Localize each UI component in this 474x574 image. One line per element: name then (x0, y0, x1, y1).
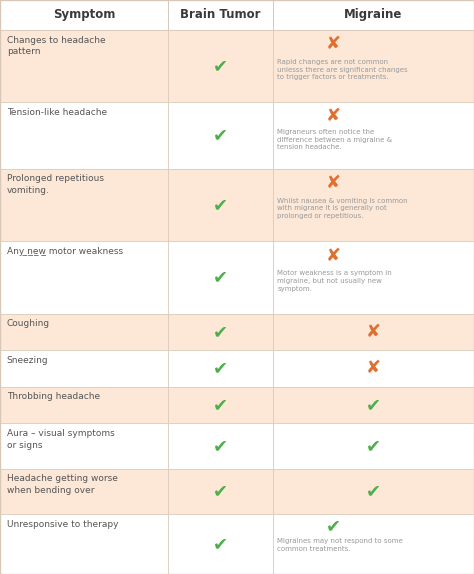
FancyBboxPatch shape (0, 469, 168, 514)
FancyBboxPatch shape (168, 313, 273, 350)
FancyBboxPatch shape (168, 514, 273, 574)
FancyBboxPatch shape (168, 423, 273, 469)
FancyBboxPatch shape (0, 241, 168, 313)
Text: Aura – visual symptoms
or signs: Aura – visual symptoms or signs (7, 429, 114, 450)
Text: Prolonged repetitious
vomiting.: Prolonged repetitious vomiting. (7, 174, 104, 195)
FancyBboxPatch shape (168, 30, 273, 102)
Text: ✘: ✘ (326, 107, 340, 125)
FancyBboxPatch shape (0, 102, 168, 169)
FancyBboxPatch shape (0, 350, 168, 387)
Text: Any ̲n̲e̲w̲ motor weakness: Any ̲n̲e̲w̲ motor weakness (7, 247, 123, 256)
FancyBboxPatch shape (273, 241, 474, 313)
Text: Migraine: Migraine (344, 9, 402, 21)
Text: ✔: ✔ (213, 535, 228, 553)
Text: ✘: ✘ (366, 359, 381, 378)
FancyBboxPatch shape (168, 350, 273, 387)
Text: ✔: ✔ (213, 323, 228, 341)
FancyBboxPatch shape (273, 169, 474, 241)
Text: Tension-like headache: Tension-like headache (7, 108, 107, 117)
FancyBboxPatch shape (273, 469, 474, 514)
Text: Migraneurs often notice the
difference between a migraine &
tension headache.: Migraneurs often notice the difference b… (277, 129, 392, 150)
Text: ✔: ✔ (213, 196, 228, 214)
Text: ✘: ✘ (326, 247, 340, 265)
Text: ✔: ✔ (213, 57, 228, 75)
FancyBboxPatch shape (273, 30, 474, 102)
FancyBboxPatch shape (273, 423, 474, 469)
Text: ✔: ✔ (213, 437, 228, 455)
Text: Rapid changes are not common
unlesss there are significant changes
to trigger fa: Rapid changes are not common unlesss the… (277, 59, 408, 80)
Text: Sneezing: Sneezing (7, 356, 48, 365)
Text: Coughing: Coughing (7, 319, 50, 328)
FancyBboxPatch shape (168, 387, 273, 423)
Text: ✔: ✔ (213, 126, 228, 145)
FancyBboxPatch shape (0, 169, 168, 241)
FancyBboxPatch shape (0, 423, 168, 469)
FancyBboxPatch shape (0, 30, 168, 102)
Text: Throbbing headache: Throbbing headache (7, 393, 100, 401)
Text: ✔: ✔ (326, 517, 340, 535)
FancyBboxPatch shape (273, 102, 474, 169)
Text: ✔: ✔ (366, 437, 381, 455)
Text: ✔: ✔ (213, 268, 228, 286)
Text: ✔: ✔ (213, 482, 228, 501)
Text: ✘: ✘ (366, 323, 381, 341)
Text: Symptom: Symptom (53, 9, 115, 21)
FancyBboxPatch shape (0, 514, 168, 574)
FancyBboxPatch shape (273, 387, 474, 423)
Text: Motor weakness is a symptom in
migraine, but not usually new
symptom.: Motor weakness is a symptom in migraine,… (277, 270, 392, 292)
Text: Migraines may not respond to some
common treatments.: Migraines may not respond to some common… (277, 538, 403, 552)
Text: ✘: ✘ (326, 174, 340, 192)
Text: Brain Tumor: Brain Tumor (180, 9, 261, 21)
Text: ✔: ✔ (366, 396, 381, 414)
FancyBboxPatch shape (273, 313, 474, 350)
FancyBboxPatch shape (0, 313, 168, 350)
Text: ✔: ✔ (213, 359, 228, 378)
FancyBboxPatch shape (168, 241, 273, 313)
FancyBboxPatch shape (0, 0, 474, 30)
FancyBboxPatch shape (168, 169, 273, 241)
FancyBboxPatch shape (273, 514, 474, 574)
FancyBboxPatch shape (273, 350, 474, 387)
Text: Headache getting worse
when bending over: Headache getting worse when bending over (7, 475, 118, 495)
Text: ✔: ✔ (213, 396, 228, 414)
Text: Whilst nausea & vomiting is common
with migrane it is generally not
prolonged or: Whilst nausea & vomiting is common with … (277, 197, 408, 219)
Text: ✔: ✔ (366, 482, 381, 501)
Text: ✘: ✘ (326, 36, 340, 53)
Text: Changes to headache
pattern: Changes to headache pattern (7, 36, 105, 56)
FancyBboxPatch shape (168, 102, 273, 169)
Text: Unresponsive to therapy: Unresponsive to therapy (7, 520, 118, 529)
FancyBboxPatch shape (168, 469, 273, 514)
FancyBboxPatch shape (0, 387, 168, 423)
